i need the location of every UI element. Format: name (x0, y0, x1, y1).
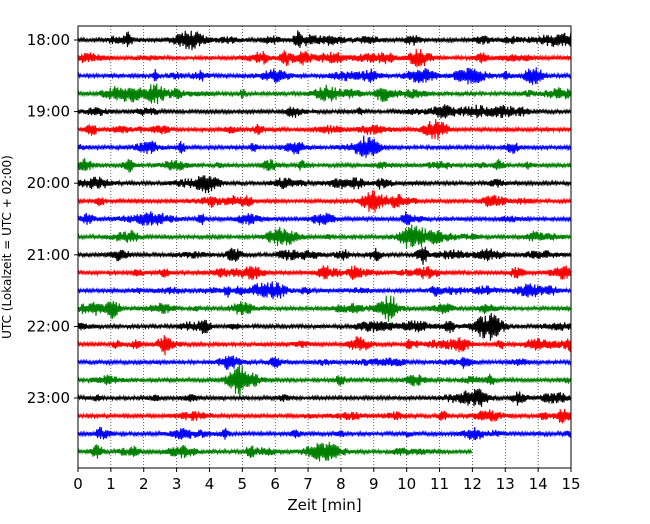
y-tick-label-2200: 22:00 (27, 317, 70, 335)
y-axis-label: UTC (Lokalzeit = UTC + 02:00) (0, 155, 14, 339)
x-tick-label-1: 1 (106, 475, 116, 493)
y-tick-label-1900: 19:00 (27, 103, 70, 121)
x-tick-label-12: 12 (463, 475, 482, 493)
trace-row-2215 (77, 335, 572, 356)
trace-row-2145 (77, 295, 572, 322)
x-tick-label-11: 11 (430, 475, 449, 493)
plot-frame (77, 25, 572, 469)
x-tick-label-13: 13 (496, 475, 515, 493)
trace-row-2130 (77, 281, 572, 300)
trace-row-1845 (77, 83, 572, 105)
y-tick-label-2300: 23:00 (27, 389, 70, 407)
x-tick-label-0: 0 (73, 475, 83, 493)
x-tick-label-6: 6 (270, 475, 280, 493)
trace-row-2345 (77, 441, 473, 462)
y-tick-label-2000: 20:00 (27, 174, 70, 192)
x-tick-label-3: 3 (172, 475, 182, 493)
trace-row-1915 (77, 118, 572, 141)
trace-row-2030 (77, 211, 572, 226)
trace-row-2000 (77, 175, 572, 194)
x-tick-label-4: 4 (205, 475, 215, 493)
x-tick-label-15: 15 (561, 475, 580, 493)
trace-row-2300 (77, 388, 572, 407)
trace-row-2015 (77, 190, 572, 213)
trace-row-2115 (77, 265, 572, 281)
trace-row-2200 (77, 312, 572, 341)
trace-row-2315 (77, 408, 572, 424)
trace-layer (77, 30, 572, 462)
x-tick-label-8: 8 (336, 475, 346, 493)
trace-row-1900 (77, 104, 572, 119)
trace-row-2330 (77, 426, 572, 441)
trace-row-2100 (77, 246, 572, 265)
x-axis-label: Zeit [min] (287, 496, 361, 514)
trace-row-2245 (77, 363, 572, 396)
y-tick-label-1800: 18:00 (27, 31, 70, 49)
x-axis: 0 1 2 3 4 5 6 7 8 9 10 11 12 13 14 15 (73, 468, 581, 493)
x-tick-label-7: 7 (303, 475, 313, 493)
trace-row-2045 (77, 224, 572, 249)
x-tick-label-10: 10 (397, 475, 416, 493)
x-tick-label-14: 14 (529, 475, 548, 493)
y-tick-label-2100: 21:00 (27, 246, 70, 264)
trace-row-1930 (77, 135, 572, 158)
trace-row-2230 (77, 355, 572, 370)
x-tick-label-9: 9 (369, 475, 379, 493)
trace-row-1800 (77, 30, 572, 51)
trace-row-1830 (77, 67, 572, 85)
y-axis: 18:00 19:00 20:00 21:00 22:00 23:00 (27, 31, 78, 407)
trace-row-1815 (77, 48, 572, 68)
x-tick-label-5: 5 (238, 475, 248, 493)
trace-row-1945 (77, 158, 572, 173)
x-tick-label-2: 2 (139, 475, 149, 493)
